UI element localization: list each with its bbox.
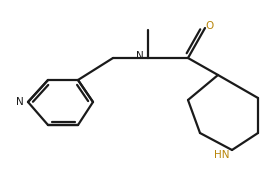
Text: N: N (136, 51, 144, 61)
Text: N: N (16, 97, 24, 107)
Text: HN: HN (214, 150, 230, 160)
Text: O: O (205, 21, 213, 31)
